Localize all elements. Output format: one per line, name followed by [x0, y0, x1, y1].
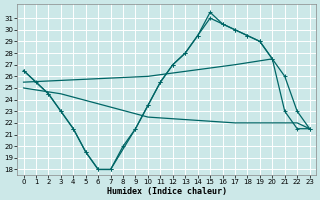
- X-axis label: Humidex (Indice chaleur): Humidex (Indice chaleur): [107, 187, 227, 196]
